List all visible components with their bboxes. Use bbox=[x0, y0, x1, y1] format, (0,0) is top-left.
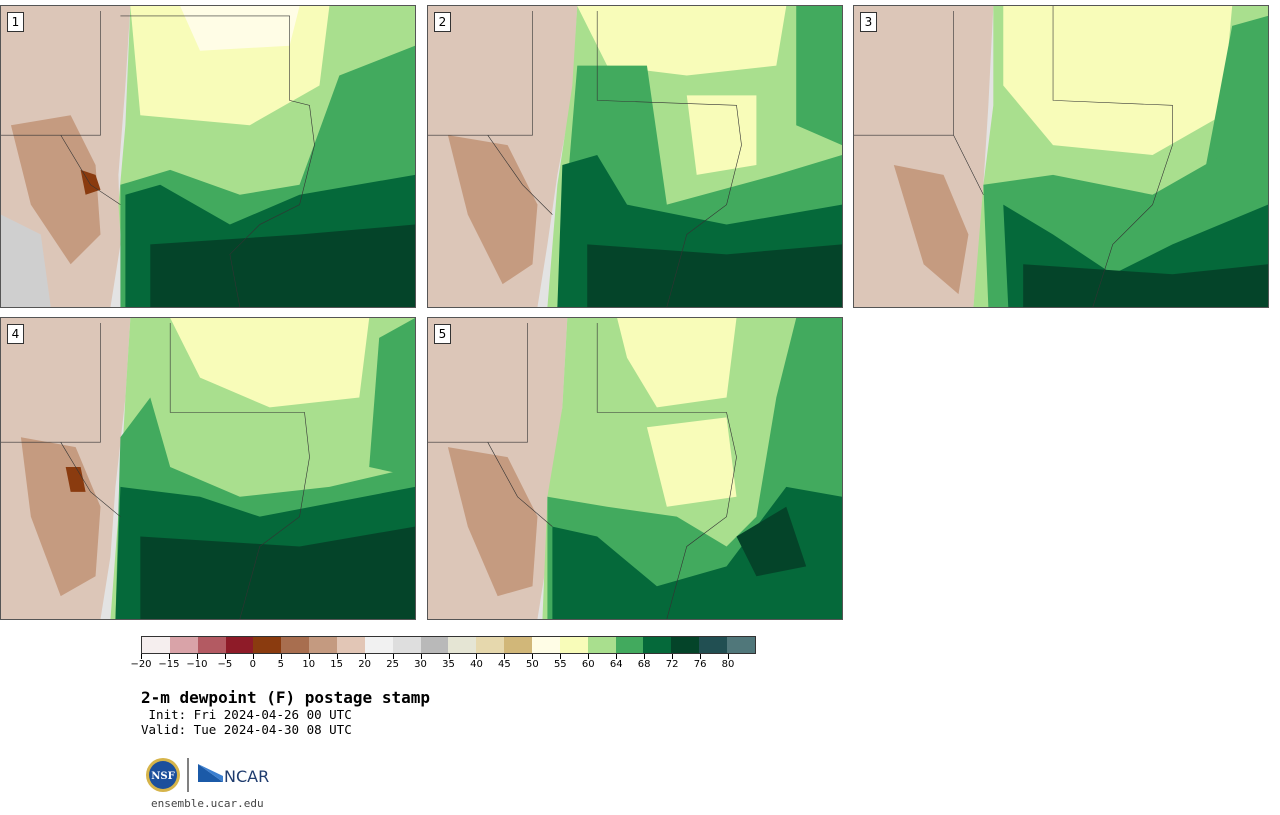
colorbar-tick-label: 40 bbox=[470, 659, 483, 670]
dewpoint-map-5 bbox=[428, 318, 842, 619]
colorbar-segment bbox=[587, 637, 616, 653]
ensemble-member-panel-1: 1 bbox=[0, 5, 416, 308]
ensemble-member-panel-4: 4 bbox=[0, 317, 416, 620]
colorbar-segment bbox=[337, 637, 365, 653]
colorbar-tick-label: −20 bbox=[130, 659, 152, 670]
colorbar-tick bbox=[280, 654, 282, 659]
colorbar-segment bbox=[253, 637, 282, 653]
member-number: 3 bbox=[860, 12, 877, 32]
colorbar-tick-label: 60 bbox=[581, 659, 595, 670]
ensemble-member-panel-2: 2 bbox=[427, 5, 843, 308]
colorbar-segment bbox=[504, 637, 533, 653]
colorbar-tick bbox=[616, 654, 618, 659]
colorbar-segment bbox=[643, 637, 672, 653]
colorbar-segment bbox=[225, 637, 254, 653]
colorbar-segment bbox=[448, 637, 477, 653]
colorbar-tick bbox=[392, 654, 394, 659]
colorbar-segment bbox=[392, 637, 421, 653]
colorbar-segment bbox=[169, 637, 198, 653]
colorbar-tick-label: 10 bbox=[302, 659, 316, 670]
member-number: 4 bbox=[7, 324, 24, 344]
colorbar-tick bbox=[308, 654, 310, 659]
colorbar-segment bbox=[197, 637, 226, 653]
colorbar-segment bbox=[476, 637, 505, 653]
dewpoint-map-3 bbox=[854, 6, 1268, 307]
init-time: Init: Fri 2024-04-26 00 UTC bbox=[141, 707, 352, 722]
nsf-logo-text: NSF bbox=[151, 771, 174, 782]
colorbar-tick-label: 20 bbox=[358, 659, 371, 670]
ncar-logo-text: NCAR bbox=[224, 767, 269, 786]
colorbar-tick-label: 0 bbox=[249, 659, 256, 670]
colorbar-segment bbox=[281, 637, 310, 653]
dewpoint-map-4 bbox=[1, 318, 415, 619]
member-number: 2 bbox=[434, 12, 451, 32]
colorbar-tick bbox=[252, 654, 254, 659]
colorbar-segment bbox=[671, 637, 700, 653]
colorbar-ticks: −20 −15 −10 −5 0 5 10 15 20 25 30 35 40 45 50 55 60 64 68 7… bbox=[130, 654, 756, 676]
colorbar-tick-label: 25 bbox=[386, 659, 399, 670]
colorbar-tick bbox=[672, 654, 674, 659]
member-number: 1 bbox=[7, 12, 24, 32]
colorbar-tick-label: −5 bbox=[217, 659, 233, 670]
nsf-ncar-logo: NSF NCAR bbox=[146, 758, 269, 792]
colorbar-segment bbox=[142, 637, 170, 653]
member-number: 5 bbox=[434, 324, 451, 344]
colorbar-tick-label: 80 bbox=[721, 659, 735, 670]
colorbar-tick bbox=[588, 654, 590, 659]
colorbar-segment bbox=[559, 637, 588, 653]
colorbar-tick-label: 15 bbox=[330, 659, 344, 670]
colorbar-tick bbox=[196, 654, 198, 659]
ensemble-member-panel-3: 3 bbox=[853, 5, 1269, 308]
colorbar-tick-label: 35 bbox=[442, 659, 455, 670]
colorbar-tick-label: 76 bbox=[693, 659, 707, 670]
colorbar-tick-label: 64 bbox=[609, 659, 623, 670]
valid-time: Valid: Tue 2024-04-30 08 UTC bbox=[141, 722, 352, 737]
colorbar-tick bbox=[532, 654, 534, 659]
chart-title: 2-m dewpoint (F) postage stamp bbox=[141, 688, 430, 707]
colorbar-tick bbox=[700, 654, 702, 659]
dewpoint-map-2 bbox=[428, 6, 842, 307]
colorbar-segment bbox=[615, 637, 644, 653]
colorbar-tick-label: 50 bbox=[525, 659, 539, 670]
colorbar-tick bbox=[644, 654, 646, 659]
colorbar-segment bbox=[532, 637, 560, 653]
colorbar-tick bbox=[336, 654, 338, 659]
colorbar-tick bbox=[476, 654, 478, 659]
dewpoint-colorbar bbox=[141, 636, 756, 654]
colorbar-segment bbox=[364, 637, 393, 653]
colorbar-tick-label: −10 bbox=[186, 659, 208, 670]
colorbar-tick bbox=[728, 654, 730, 659]
colorbar-tick-label: −15 bbox=[158, 659, 180, 670]
colorbar-tick bbox=[448, 654, 450, 659]
colorbar-tick bbox=[141, 654, 142, 659]
colorbar-tick bbox=[224, 654, 226, 659]
colorbar-tick-label: 30 bbox=[414, 659, 427, 670]
ensemble-member-panel-5: 5 bbox=[427, 317, 843, 620]
dewpoint-map-1 bbox=[1, 6, 415, 307]
colorbar-tick bbox=[364, 654, 366, 659]
colorbar-tick-label: 68 bbox=[637, 659, 651, 670]
colorbar-tick-label: 55 bbox=[553, 659, 567, 670]
colorbar-segment bbox=[699, 637, 728, 653]
colorbar-segment bbox=[727, 637, 755, 653]
colorbar-tick bbox=[420, 654, 422, 659]
colorbar-tick-label: 5 bbox=[277, 659, 284, 670]
colorbar-tick bbox=[560, 654, 562, 659]
colorbar-tick-label: 72 bbox=[665, 659, 679, 670]
sponsor-logos: NSF NCAR bbox=[145, 756, 275, 796]
colorbar-tick bbox=[504, 654, 506, 659]
colorbar-segment bbox=[420, 637, 449, 653]
colorbar-tick-label: 45 bbox=[498, 659, 511, 670]
colorbar-tick bbox=[168, 654, 170, 659]
colorbar-segment bbox=[309, 637, 338, 653]
source-url: ensemble.ucar.edu bbox=[151, 797, 264, 810]
